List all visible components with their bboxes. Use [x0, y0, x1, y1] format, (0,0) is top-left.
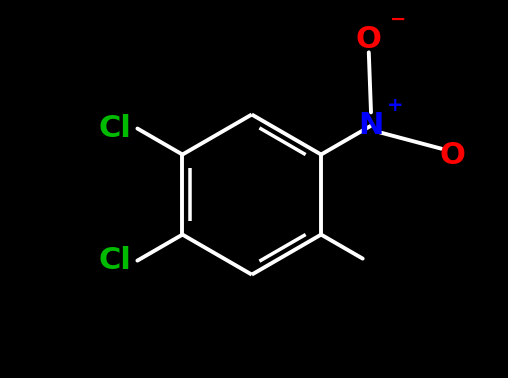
- Text: N: N: [358, 111, 384, 140]
- Text: +: +: [387, 96, 404, 115]
- Text: −: −: [390, 9, 406, 28]
- Text: Cl: Cl: [99, 114, 132, 143]
- Text: O: O: [356, 25, 382, 54]
- Text: Cl: Cl: [99, 246, 132, 275]
- Text: O: O: [439, 141, 465, 170]
